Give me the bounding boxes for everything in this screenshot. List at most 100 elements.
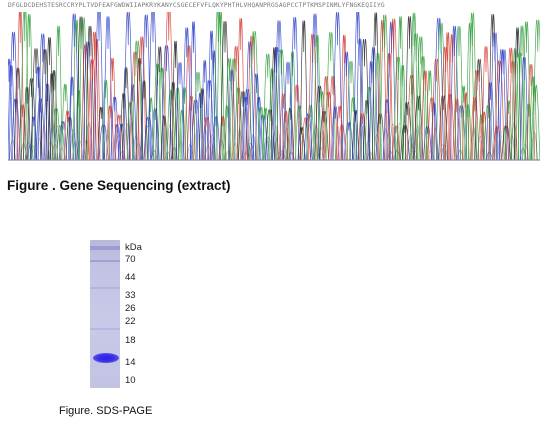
trace-peak (45, 37, 54, 161)
trace-peak (454, 25, 464, 161)
trace-peak (274, 20, 284, 161)
trace-peak (90, 31, 99, 161)
trace-peak (8, 59, 13, 161)
trace-peak (328, 75, 338, 161)
trace-peak (33, 66, 43, 161)
trace-peak (379, 14, 390, 161)
trace-peak (413, 95, 424, 161)
trace-peak (432, 127, 439, 161)
trace-peak (470, 97, 480, 161)
trace-peak (101, 79, 110, 161)
trace-peak (438, 95, 449, 161)
kda-unit-label: kDa (125, 242, 142, 253)
trace-peak (247, 35, 257, 161)
marker-label: 33 (125, 290, 136, 301)
trace-peak (144, 125, 151, 161)
trace-peak (481, 46, 491, 161)
sds-page-caption: Figure. SDS-PAGE (59, 405, 153, 417)
trace-peak (231, 46, 241, 161)
sds-page-gel: kDa 70 44 33 26 22 18 14 10 (88, 238, 158, 393)
trace-peak (504, 100, 513, 161)
trace-peak (122, 67, 130, 161)
trace-peak (174, 87, 182, 161)
trace-peak (477, 114, 486, 161)
trace-peak (213, 12, 223, 161)
trace-peak (93, 39, 101, 161)
trace-peak (27, 144, 34, 161)
trace-peak (210, 50, 218, 161)
trace-peak (161, 45, 172, 161)
trace-peak (272, 125, 279, 161)
trace-peak (499, 49, 509, 161)
trace-peak (236, 18, 245, 161)
trace-peak (98, 124, 109, 161)
trace-peak (406, 75, 417, 161)
trace-peak (430, 102, 438, 161)
trace-peak (140, 80, 148, 161)
trace-peak (360, 125, 367, 161)
trace-peak (463, 104, 473, 161)
trace-peak (474, 59, 484, 161)
trace-peak (351, 110, 360, 161)
trace-peak (388, 18, 399, 161)
trace-peak (325, 32, 336, 161)
trace-peak (486, 151, 493, 161)
trace-peak (171, 147, 178, 161)
trace-peak (425, 70, 434, 161)
trace-peak (411, 151, 419, 161)
trace-peak (310, 129, 318, 161)
trace-peak (292, 84, 302, 161)
trace-peak (157, 67, 167, 161)
trace-peak (8, 65, 15, 161)
trace-peak (186, 96, 196, 161)
trace-peak (274, 130, 282, 161)
trace-peak (175, 62, 185, 161)
trace-peak (75, 90, 83, 161)
marker-label: 44 (125, 272, 136, 283)
trace-peak (323, 91, 334, 161)
trace-peak (30, 48, 42, 161)
trace-peak (276, 49, 287, 161)
trace-peak (402, 102, 413, 161)
gene-sequencing-caption: Figure . Gene Sequencing (extract) (7, 178, 231, 193)
trace-peak (23, 86, 31, 161)
trace-peak (286, 107, 295, 161)
trace-peak (211, 116, 221, 161)
trace-peak (375, 113, 385, 161)
trace-peak (177, 141, 185, 161)
marker-label: 26 (125, 303, 136, 314)
marker-label: 70 (125, 254, 136, 265)
trace-peak (110, 96, 119, 161)
trace-peak (61, 83, 70, 161)
marker-label: 22 (125, 316, 136, 327)
trace-peak (103, 16, 113, 161)
trace-peak (411, 33, 422, 161)
trace-peak (150, 108, 160, 161)
trace-peak (295, 105, 304, 161)
marker-label: 14 (125, 357, 136, 368)
trace-peak (494, 60, 505, 161)
trace-peak (247, 142, 255, 161)
gel-lane (90, 240, 120, 388)
trace-peak (164, 151, 171, 161)
trace-peak (530, 84, 540, 161)
trace-peak (532, 19, 540, 161)
trace-peak (48, 73, 56, 161)
trace-peak (37, 33, 48, 161)
trace-peak (201, 117, 213, 161)
sequence-header: DFGLDCDEHSTESRCCRYPLTVDFEAFGWDWIIAPKRYKA… (8, 2, 385, 9)
trace-peak (171, 40, 180, 161)
trace-peak (272, 47, 282, 161)
trace-peak (35, 98, 46, 161)
trace-peak (427, 149, 435, 161)
chromatogram-trace (8, 12, 540, 163)
trace-peak (522, 21, 531, 161)
trace-peak (299, 20, 308, 161)
trace-peak (249, 31, 260, 161)
trace-peak (346, 60, 356, 161)
trace-peak (8, 31, 19, 161)
trace-peak (108, 58, 117, 161)
trace-peak (306, 104, 315, 161)
trace-peak (337, 124, 347, 161)
trace-peak (520, 57, 529, 161)
